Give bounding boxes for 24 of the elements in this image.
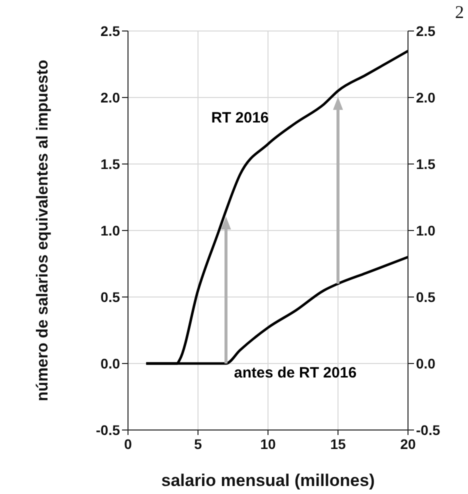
- x-tick-label: 10: [260, 436, 276, 452]
- y-tick-label: 0.5: [100, 288, 120, 305]
- y-tick-label: 2.5: [100, 22, 120, 39]
- series-label: antes de RT 2016: [234, 364, 357, 382]
- x-axis-title: salario mensual (millones): [161, 471, 375, 490]
- y-axis-title: número de salarios equivalentes al impuesto: [34, 60, 52, 402]
- x-tick-label: 15: [330, 436, 346, 452]
- y2-tick-label: 1.0: [416, 222, 436, 238]
- y2-tick-label: 2.0: [416, 89, 436, 106]
- series-label: RT 2016: [211, 110, 269, 127]
- text: 2: [455, 2, 464, 23]
- x-tick-label: 20: [400, 436, 416, 452]
- y-tick-label: 0.0: [100, 355, 120, 372]
- y-tick-label: -0.5: [96, 422, 120, 438]
- y2-tick-label: 0.0: [416, 355, 436, 372]
- y-tick-label: 1.5: [100, 156, 120, 172]
- y2-tick-label: 0.5: [416, 288, 436, 305]
- y-tick-label: 1.0: [100, 222, 120, 238]
- y2-tick-label: -0.5: [416, 422, 440, 438]
- x-tick-label: 0: [124, 436, 132, 452]
- x-tick-label: 5: [194, 436, 202, 452]
- y-tick-label: 2.0: [100, 89, 120, 106]
- y2-tick-label: 2.5: [416, 22, 436, 39]
- y2-tick-label: 1.5: [416, 156, 436, 172]
